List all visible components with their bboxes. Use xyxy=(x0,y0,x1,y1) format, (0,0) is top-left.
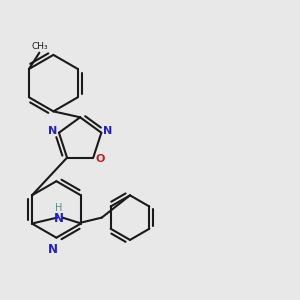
Text: CH₃: CH₃ xyxy=(31,42,48,51)
Text: N: N xyxy=(103,126,112,136)
Text: N: N xyxy=(48,243,58,256)
Text: O: O xyxy=(96,154,105,164)
Text: N: N xyxy=(48,126,57,136)
Text: N: N xyxy=(54,212,64,225)
Text: H: H xyxy=(55,203,62,213)
